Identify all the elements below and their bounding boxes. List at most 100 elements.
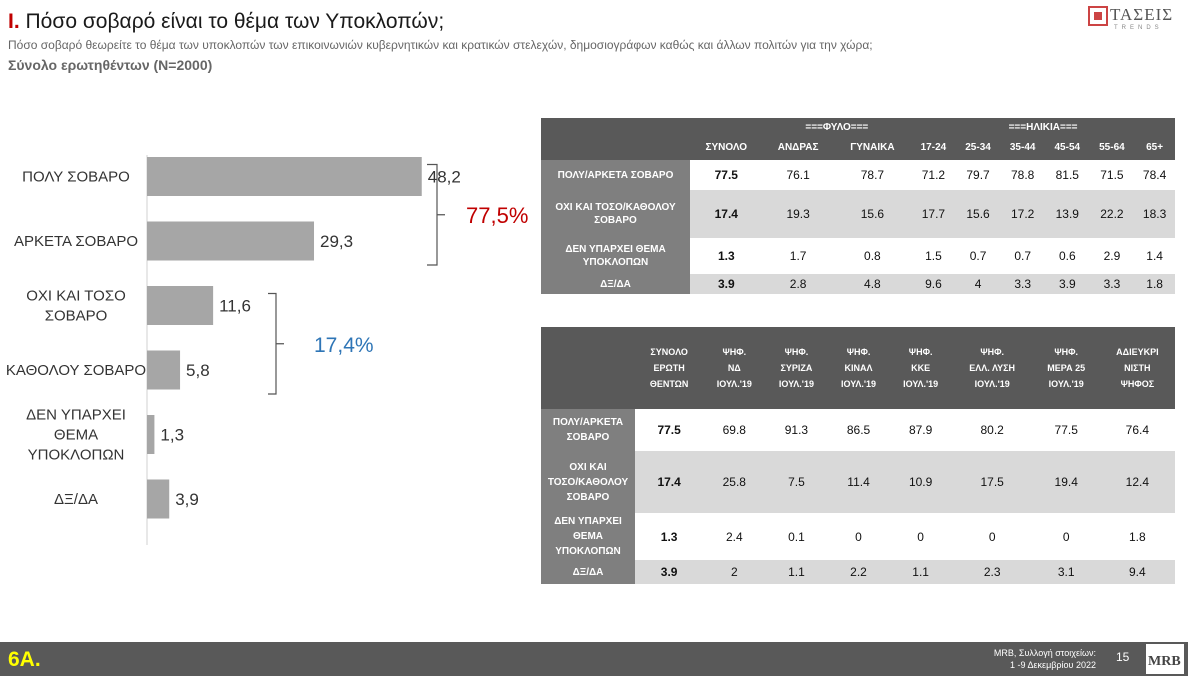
cell-value-line: 10.9 <box>908 475 933 489</box>
cell-value: 1.1 <box>765 560 828 584</box>
question-text: Πόσο σοβαρό θεωρείτε το θέμα των υποκλοπ… <box>8 38 873 52</box>
cell-value: 19.4 <box>1032 451 1100 513</box>
cell-value-line: 17.4 <box>714 207 738 221</box>
cell-value: 9.4 <box>1099 560 1175 584</box>
column-header-7-line: ΝΙΣΤΗ <box>1124 363 1151 373</box>
bar-4 <box>147 415 155 454</box>
row-label-0: ΠΟΛΥ/ΑΡΚΕΤΑ ΣΟΒΑΡΟ <box>541 160 690 190</box>
category-label-line: ΟΧΙ ΚΑΙ ΤΟΣΟ <box>26 288 126 305</box>
category-label-4: ΔΕΝ ΥΠΑΡΧΕΙ ΘΕΜΑ ΥΠΟΚΛΟΠΩΝ <box>26 407 126 464</box>
cell-value: 2.2 <box>827 560 890 584</box>
cell-value-line: 1.5 <box>925 249 942 263</box>
cell-value: 7.5 <box>765 451 828 513</box>
cell-value-line: 91.3 <box>784 423 809 437</box>
column-header-2: ΓΥΝΑΙΚΑ <box>833 135 912 160</box>
value-label-4: 1,3 <box>160 426 184 445</box>
cell-value: 77.5 <box>1032 409 1100 451</box>
cell-value-line: 76.1 <box>786 168 810 182</box>
column-header-7-line: ΑΔΙΕΥΚΡΙ <box>1116 347 1159 357</box>
cell-value: 25.8 <box>703 451 766 513</box>
bar-0 <box>147 157 422 196</box>
value-label-5: 3,9 <box>175 490 199 509</box>
table-row: ΠΟΛΥ/ΑΡΚΕΤΑ ΣΟΒΑΡΟ 77.5 76.1 78.7 71.2 79.7 78… <box>541 160 1175 190</box>
row-label-2-line: ΥΠΟΚΛΟΠΩΝ <box>555 546 621 557</box>
logo-tagline: TRENDS <box>1114 25 1163 31</box>
cell-value: 3.9 <box>1044 274 1090 294</box>
cell-value-line: 71.5 <box>1100 168 1124 182</box>
cell-value-line: 13.9 <box>1055 207 1079 221</box>
cell-value-line: 87.9 <box>908 423 933 437</box>
cell-value-line: 77.5 <box>1054 423 1078 437</box>
bracket-0 <box>427 163 445 266</box>
row-label-2: ΔΕΝ ΥΠΑΡΧΕΙ ΘΕΜΑ ΥΠΟΚΛΟΠΩΝ <box>541 513 635 560</box>
column-header-3-line: 17-24 <box>920 142 947 153</box>
column-header-5-line: ΕΛΛ. ΛΥΣΗ <box>969 363 1016 373</box>
table-row: ΔΞ/ΔΑ 3.9 2 1.1 2.2 1.1 2.3 3.1 9.4 <box>541 560 1175 584</box>
cell-value-line: 0.1 <box>788 529 805 544</box>
group-header-0: ===ΦΥΛΟ=== <box>762 118 912 135</box>
column-header-5-line: ΙΟΥΛ.'19 <box>974 379 1010 389</box>
row-label-0-line: ΠΟΛΥ/ΑΡΚΕΤΑ ΣΟΒΑΡΟ <box>557 169 674 181</box>
column-header-8-line: 65+ <box>1146 142 1164 153</box>
cell-value-line: 78.8 <box>1010 168 1035 182</box>
cell-value: 17.4 <box>635 451 704 513</box>
table-row: ΟΧΙ ΚΑΙ ΤΟΣΟ/ΚΑΘΟΛΟΥ ΣΟΒΑΡΟ 17.4 19.3 15.6 17… <box>541 190 1175 238</box>
cell-value-line: 17.7 <box>921 207 946 221</box>
cell-value-line: 79.7 <box>966 168 990 182</box>
cell-value: 15.6 <box>833 190 912 238</box>
cell-value: 17.7 <box>911 190 956 238</box>
cell-value-line: 0 <box>917 529 924 544</box>
logo-name: ΤΑΣΕΙΣ <box>1110 5 1174 24</box>
cell-value: 1.4 <box>1134 238 1175 274</box>
cell-value: 22.2 <box>1089 190 1135 238</box>
cell-value: 3.1 <box>1032 560 1100 584</box>
category-label-line: ΠΟΛΥ ΣΟΒΑΡΟ <box>22 169 130 186</box>
column-header-6: ΨΗΦ. ΜΕΡΑ 25 ΙΟΥΛ.'19 <box>1032 327 1100 409</box>
column-header-6-line: ΨΗΦ. <box>1054 347 1079 357</box>
cell-value-line: 0.6 <box>1058 249 1076 263</box>
cell-value-line: 77.5 <box>657 423 681 437</box>
cell-value: 2.9 <box>1089 238 1135 274</box>
group-header-empty <box>690 118 763 135</box>
value-label-0: 48,2 <box>428 168 461 187</box>
cell-value-line: 9.4 <box>1129 565 1146 579</box>
bar-5 <box>147 479 170 519</box>
cell-value: 3.3 <box>1089 274 1135 294</box>
row-label-3: ΔΞ/ΔΑ <box>541 560 635 584</box>
cell-value-line: 2.3 <box>983 565 1001 579</box>
cell-value: 2.4 <box>703 513 766 560</box>
table-row: ΔΕΝ ΥΠΑΡΧΕΙ ΘΕΜΑ ΥΠΟΚΛΟΠΩΝ 1.3 1.7 0.8 1.5 0.7… <box>541 238 1175 274</box>
cell-value-line: 9.6 <box>925 277 942 291</box>
cell-value-line: 2.9 <box>1103 249 1121 263</box>
column-header-6-line: 45-54 <box>1054 142 1081 153</box>
cell-value-line: 78.7 <box>860 168 885 182</box>
cell-value: 2.8 <box>762 274 834 294</box>
cell-value: 79.7 <box>955 160 1001 190</box>
row-label-0-line: ΣΟΒΑΡΟ <box>566 432 610 443</box>
cell-value-line: 81.5 <box>1055 168 1079 182</box>
column-header-4-line: ΚΚΕ <box>911 363 931 373</box>
cell-value-line: 19.3 <box>786 207 810 221</box>
row-label-1-line: ΤΟΣΟ/ΚΑΘΟΛΟΥ <box>547 476 629 488</box>
cell-value-line: 1.7 <box>789 249 807 263</box>
category-label-line: ΚΑΘΟΛΟΥ ΣΟΒΑΡΟ <box>6 362 146 379</box>
column-header-3: 17-24 <box>911 135 956 160</box>
row-label-1-line: ΣΟΒΑΡΟ <box>566 491 610 503</box>
category-label-2: ΟΧΙ ΚΑΙ ΤΟΣΟ ΣΟΒΑΡΟ <box>26 288 126 325</box>
seriousness-bar-chart: 48,2 ΠΟΛΥ ΣΟΒΑΡΟ 29,3 ΑΡΚΕΤΑ ΣΟΒΑΡΟ 11,6 ΟΧΙ … <box>6 155 528 545</box>
column-header-1-line: ΝΔ <box>727 363 741 373</box>
cell-value-line: 2.2 <box>850 565 867 579</box>
row-label-2-line: ΘΕΜΑ <box>573 531 603 542</box>
cell-value-line: 17.2 <box>1010 207 1035 221</box>
cell-value-line: 86.5 <box>846 423 871 437</box>
cell-value: 9.6 <box>911 274 956 294</box>
cell-value-line: 2 <box>730 565 738 579</box>
cell-value: 1.8 <box>1134 274 1175 294</box>
cell-value: 81.5 <box>1044 160 1090 190</box>
logo-mark-icon <box>1088 6 1108 26</box>
cell-value-line: 2.4 <box>725 529 743 544</box>
category-label-line: ΥΠΟΚΛΟΠΩΝ <box>28 447 125 464</box>
row-label-2-line: ΔΕΝ ΥΠΑΡΧΕΙ <box>554 516 622 527</box>
category-label-line: ΔΞ/ΔΑ <box>54 491 98 508</box>
column-header-5-line: 35-44 <box>1009 142 1036 153</box>
